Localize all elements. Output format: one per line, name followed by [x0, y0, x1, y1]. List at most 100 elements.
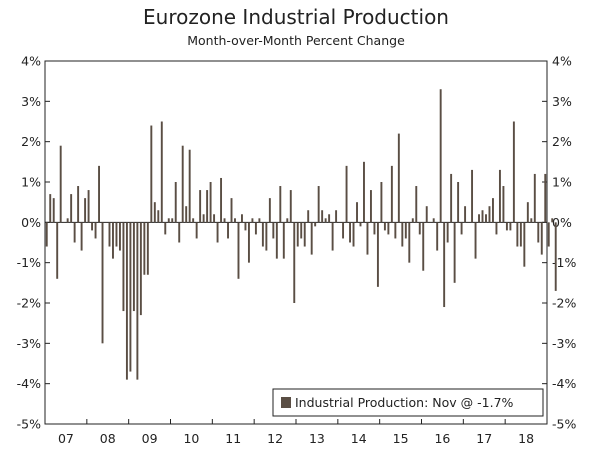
bar: [220, 177, 223, 223]
bar: [471, 169, 474, 223]
bar: [352, 222, 355, 247]
x-tick-label: 10: [183, 431, 199, 446]
bar: [132, 222, 135, 312]
bar: [474, 222, 477, 259]
bar: [234, 218, 236, 223]
bar: [408, 222, 411, 263]
bar: [105, 222, 107, 223]
bar: [286, 218, 289, 223]
bar: [87, 190, 90, 223]
bar: [91, 222, 94, 231]
bar: [115, 222, 118, 247]
bar: [199, 190, 202, 223]
bar: [547, 222, 550, 247]
bar: [422, 222, 425, 271]
y-tick-label-right: 1%: [552, 175, 572, 190]
bar: [457, 182, 460, 223]
bar: [146, 222, 149, 275]
y-tick-label-right: -3%: [552, 336, 576, 351]
bar: [373, 222, 376, 235]
bar: [314, 222, 317, 227]
bar: [227, 222, 229, 239]
bar: [237, 222, 240, 279]
bar: [125, 222, 128, 380]
bar: [415, 186, 418, 223]
bar: [425, 206, 428, 223]
y-tick-label-left: -1%: [17, 255, 41, 270]
y-tick-label-left: 1%: [21, 175, 41, 190]
x-tick-label: 17: [476, 431, 492, 446]
bar: [279, 186, 282, 223]
bar: [108, 222, 111, 247]
bar: [369, 190, 372, 223]
y-tick-label-right: -4%: [552, 376, 576, 391]
bar: [397, 133, 400, 223]
bar: [478, 214, 480, 223]
bar: [554, 222, 557, 291]
bar: [380, 182, 383, 223]
bar: [150, 125, 153, 223]
bar: [328, 214, 331, 223]
bar: [411, 218, 414, 223]
x-tick-label: 16: [434, 431, 450, 446]
bar: [265, 222, 268, 251]
y-tick-label-left: 2%: [21, 134, 41, 149]
bar: [533, 173, 536, 223]
bar: [241, 214, 243, 223]
bar: [275, 222, 278, 259]
bar: [383, 222, 386, 231]
bar: [509, 222, 512, 231]
bar: [505, 222, 508, 231]
bar: [80, 222, 83, 251]
bar: [356, 202, 358, 223]
bar: [432, 218, 435, 223]
bar: [366, 222, 369, 255]
bar: [551, 218, 554, 223]
bar: [136, 222, 139, 380]
bar: [540, 222, 543, 255]
bar: [244, 222, 247, 231]
y-tick-label-left: -4%: [17, 376, 41, 391]
bar: [289, 190, 292, 223]
bar: [495, 222, 498, 235]
x-tick-label: 08: [100, 431, 116, 446]
y-tick-label-right: -5%: [552, 417, 576, 432]
x-axis: 07 08 09 10 11 12 13 14 15 16 17 18: [44, 419, 534, 446]
x-tick-label: 09: [142, 431, 158, 446]
bar: [401, 222, 404, 247]
bar: [523, 222, 526, 267]
y-tick-label-left: 0%: [21, 215, 41, 230]
bar: [464, 206, 467, 223]
bar: [185, 206, 188, 223]
y-tick-label-right: 2%: [552, 134, 572, 149]
y-tick-label-left: -2%: [17, 296, 41, 311]
bar: [118, 222, 121, 251]
y-tick-label-right: -1%: [552, 255, 576, 270]
bar: [436, 222, 439, 251]
bar: [164, 222, 167, 235]
right-axis: 4% 3% 2% 1% 0% -1% -2% -3% -4% -5%: [542, 54, 576, 432]
bar: [230, 198, 233, 223]
bar: [171, 218, 174, 223]
bar: [446, 222, 449, 243]
x-tick-label: 11: [225, 431, 241, 446]
bar: [153, 202, 156, 223]
y-tick-label-left: -3%: [17, 336, 41, 351]
bar: [73, 222, 76, 243]
bar: [338, 222, 341, 223]
x-tick-label: 12: [267, 431, 283, 446]
bar: [174, 182, 177, 223]
x-tick-label: 07: [58, 431, 74, 446]
bar: [254, 222, 257, 235]
bar: [321, 210, 324, 223]
bar: [498, 169, 501, 223]
bar: [492, 198, 494, 223]
bar: [261, 222, 264, 247]
bar: [317, 186, 320, 223]
y-tick-label-left: 4%: [21, 54, 41, 69]
bar: [349, 222, 351, 243]
legend-label: Industrial Production: Nov @ -1.7%: [295, 395, 514, 410]
bar: [467, 222, 470, 223]
bars-group: [45, 89, 557, 380]
y-tick-label-right: -2%: [552, 296, 576, 311]
